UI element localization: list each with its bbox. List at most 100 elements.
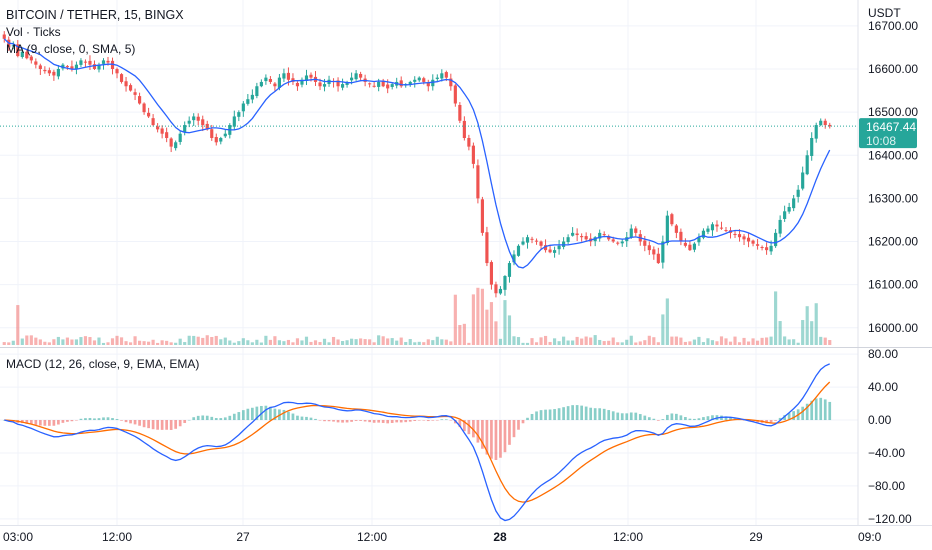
macd-histogram-bar	[305, 416, 308, 421]
candle-body	[769, 245, 773, 252]
candle-body	[810, 138, 814, 156]
candle-body	[539, 241, 543, 246]
price-axis-bg[interactable]	[859, 0, 932, 347]
candle-body	[584, 236, 588, 240]
candle-body	[607, 236, 611, 240]
candle-body	[710, 224, 715, 231]
volume-bar	[83, 336, 88, 345]
candle-body	[435, 77, 439, 79]
macd-histogram-bar	[535, 411, 538, 421]
candle-body	[43, 69, 47, 72]
macd-axis[interactable]: 80.00 40.00 0.00 −40.00 −80.00 −120.00	[868, 347, 912, 526]
volume-bar	[138, 340, 142, 345]
candle-body	[368, 83, 372, 85]
candle-body	[823, 120, 827, 126]
candle-body	[697, 237, 701, 243]
macd-histogram-bar	[223, 417, 227, 421]
macd-histogram-bar	[494, 420, 498, 461]
volume-bar	[413, 342, 417, 345]
volume-bar	[638, 341, 642, 345]
macd-histogram-bar	[539, 410, 543, 421]
candle-body	[543, 245, 548, 251]
macd-histogram-bar	[187, 419, 191, 421]
volume-bar	[453, 294, 457, 345]
time-axis[interactable]: 03:00 12:00 27 12:00 28 12:00 29 09:0	[3, 530, 882, 544]
volume-bar	[796, 342, 800, 345]
candle-body	[417, 77, 421, 81]
volume-bar	[688, 341, 692, 345]
macd-histogram-bar	[593, 408, 597, 421]
volume-bar	[178, 338, 182, 345]
macd-histogram-bar	[142, 420, 146, 428]
macd-histogram-bar	[783, 415, 786, 421]
macd-histogram-bar	[828, 401, 832, 421]
macd-histogram-bar	[210, 416, 214, 421]
time-tick-label: 09:0	[858, 530, 882, 544]
macd-histogram-bar	[656, 420, 660, 421]
volume-bar	[165, 340, 169, 345]
volume-bar	[128, 342, 133, 345]
volume-bar	[571, 340, 575, 345]
macd-histogram-bar	[287, 411, 290, 421]
candle-body	[602, 234, 606, 236]
macd-histogram-bar	[25, 420, 29, 424]
volume-bar	[774, 291, 778, 345]
candle-body	[128, 85, 133, 91]
volume-bar	[543, 335, 548, 345]
volume-bar	[625, 339, 629, 345]
volume-bar	[652, 337, 656, 345]
macd-histogram-bar	[232, 413, 236, 421]
moving-average-line	[3, 38, 831, 269]
volume-bar	[553, 338, 557, 345]
macd-histogram-bar	[156, 420, 159, 430]
volume-bar	[828, 340, 832, 345]
macd-histogram-bar	[643, 415, 647, 421]
volume-bar	[255, 339, 259, 345]
candle-body	[214, 137, 218, 143]
macd-signal-line	[4, 381, 831, 503]
macd-histogram-bar	[251, 407, 254, 421]
macd-histogram-bar	[296, 415, 299, 421]
volume-bar	[602, 341, 606, 345]
candle-body	[652, 249, 656, 255]
volume-bar	[521, 342, 525, 345]
volume-bar	[16, 305, 20, 345]
macd-histogram-bar	[598, 408, 602, 421]
volume-bar	[47, 342, 51, 345]
volume-bar	[562, 336, 566, 345]
macd-histogram-bar	[93, 418, 96, 421]
candle-body	[575, 233, 579, 236]
symbol-title[interactable]: BITCOIN / TETHER, 15, BINGX	[6, 8, 184, 22]
candle-body	[340, 84, 345, 88]
volume-bar	[498, 338, 503, 345]
volume-bar	[593, 335, 597, 345]
volume-bar	[183, 342, 187, 345]
volume-bar	[733, 336, 737, 345]
volume-bar	[737, 342, 742, 345]
candle-body	[304, 75, 309, 81]
volume-bar	[273, 336, 277, 345]
volume-legend[interactable]: Vol · Ticks	[6, 25, 61, 39]
candle-body	[350, 77, 354, 81]
price-axis[interactable]: 16700.00 16600.00 16500.00 16400.00 16300.00…	[868, 19, 918, 335]
candle-body	[309, 74, 313, 78]
time-tick-label: 12:00	[357, 530, 387, 544]
volume-bar	[372, 342, 376, 345]
candle-body	[516, 245, 521, 256]
price-tick-label: 16200.00	[868, 235, 918, 249]
macd-histogram-bar	[526, 417, 529, 421]
candle-body	[295, 82, 300, 87]
candle-body	[755, 244, 760, 246]
macd-legend[interactable]: MACD (12, 26, close, 9, EMA, EMA)	[6, 357, 199, 371]
macd-histogram-bar	[810, 400, 814, 421]
macd-histogram-bar	[169, 420, 173, 430]
ma-legend[interactable]: MA (9, close, 0, SMA, 5)	[6, 42, 135, 56]
macd-histogram-bar	[426, 420, 430, 422]
candle-body	[805, 155, 809, 175]
macd-histogram-bar	[801, 406, 805, 421]
macd-histogram-bar	[29, 420, 33, 425]
macd-histogram-bar	[381, 420, 385, 423]
volume-bar	[539, 337, 543, 345]
volume-bar	[124, 341, 128, 345]
